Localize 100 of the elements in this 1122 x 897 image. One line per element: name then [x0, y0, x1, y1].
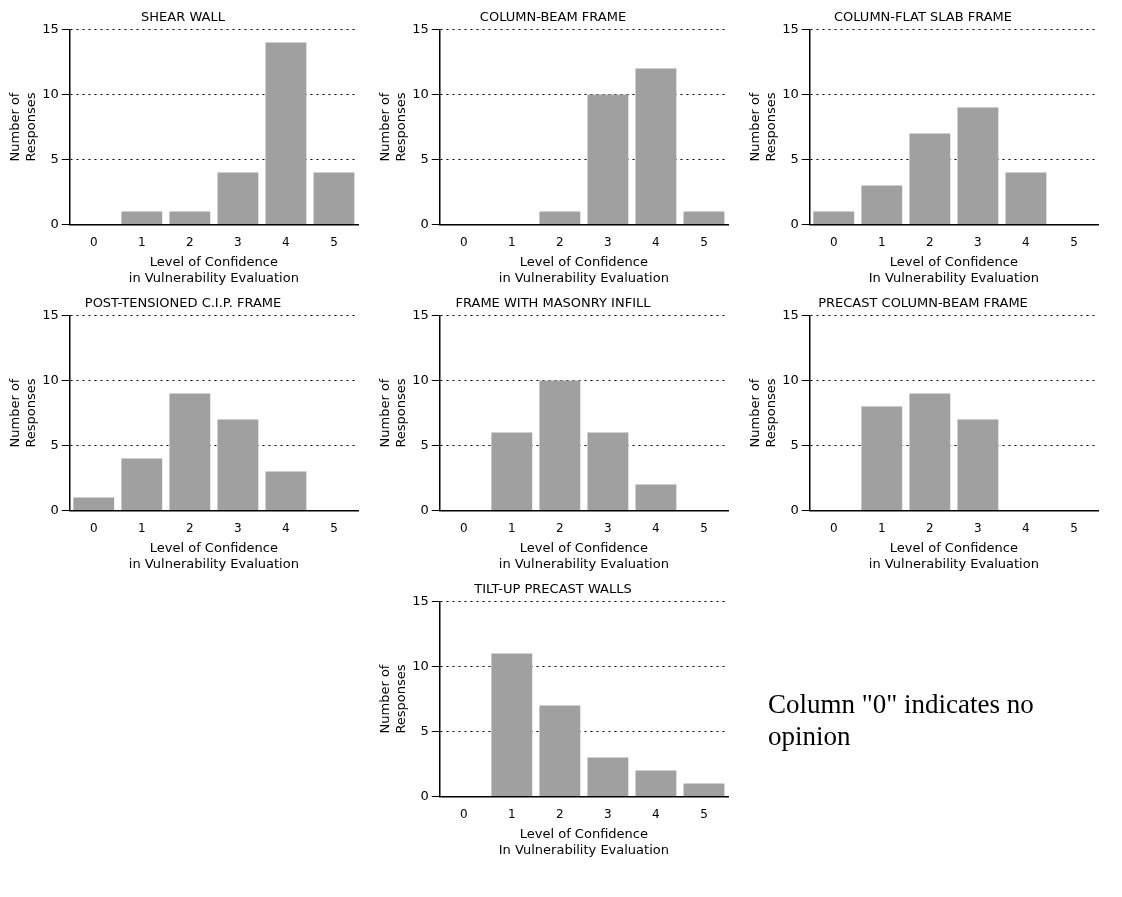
y-tick-label: 5 [50, 150, 59, 166]
x-tick-label: 3 [604, 520, 612, 535]
y-tick-label: 0 [50, 501, 59, 517]
y-axis-title: Number of Responses [377, 378, 408, 448]
y-axis-title: Number of Responses [7, 92, 38, 162]
y-tick-label: 15 [412, 20, 429, 36]
y-tick-label: 10 [412, 371, 429, 387]
bar [635, 770, 677, 796]
bar [265, 42, 307, 224]
x-tick-label: 4 [1022, 520, 1030, 535]
x-tick-label: 0 [89, 234, 98, 249]
x-axis-title: Level of Confidence in Vulnerability Evaluation [868, 539, 1039, 571]
x-tick-label: 5 [1070, 234, 1078, 249]
x-tick-label: 0 [829, 234, 838, 249]
y-tick-label: 0 [420, 215, 429, 231]
bar [217, 172, 259, 224]
x-tick-label: 3 [974, 234, 982, 249]
x-tick-label: 4 [652, 520, 660, 535]
x-tick-label: 5 [700, 806, 708, 821]
x-tick-label: 5 [330, 234, 338, 249]
y-tick-label: 10 [412, 657, 429, 673]
y-tick-label: 10 [42, 371, 59, 387]
bar [635, 484, 677, 510]
bar [861, 406, 903, 510]
bar [73, 497, 115, 510]
text: Column "0" indicates no opinion [768, 687, 1035, 753]
x-tick-label: 2 [186, 234, 194, 249]
bar [491, 653, 533, 796]
x-tick-label: 5 [700, 520, 708, 535]
x-tick-label: 2 [926, 234, 934, 249]
y-tick-label: 10 [782, 371, 799, 387]
x-tick-label: 3 [234, 234, 242, 249]
chart-title: SHEAR WALL [141, 9, 226, 25]
x-axis-title: Level of Confidence In Vulnerability Evaluation [868, 253, 1039, 285]
x-tick-label: 4 [282, 234, 290, 249]
x-tick-label: 3 [974, 520, 982, 535]
x-axis-title: Level of Confidence in Vulnerability Evaluation [498, 539, 669, 571]
x-tick-label: 5 [330, 520, 338, 535]
bar [587, 432, 629, 510]
chart-title: FRAME WITH MASONRY INFILL [455, 295, 652, 311]
y-tick-label: 0 [790, 215, 799, 231]
bar [539, 705, 581, 796]
x-tick-label: 1 [877, 520, 886, 535]
bar [909, 133, 951, 224]
x-axis-title: Level of Confidence in Vulnerability Evaluation [128, 253, 299, 285]
chart-title: POST-TENSIONED C.I.P. FRAME [84, 295, 282, 311]
bar [539, 211, 581, 224]
chart-title: COLUMN-BEAM FRAME [479, 9, 627, 25]
chart-title: TILT-UP PRECAST WALLS [473, 581, 632, 597]
x-tick-label: 0 [459, 234, 468, 249]
y-tick-label: 5 [790, 436, 799, 452]
y-tick-label: 0 [790, 501, 799, 517]
x-axis-title: Level of Confidence in Vulnerability Evaluation [498, 253, 669, 285]
x-tick-label: 1 [137, 520, 146, 535]
x-tick-label: 4 [652, 234, 660, 249]
x-tick-label: 1 [507, 234, 516, 249]
bar [313, 172, 355, 224]
y-tick-label: 0 [420, 501, 429, 517]
x-tick-label: 0 [89, 520, 98, 535]
x-tick-label: 2 [556, 806, 564, 821]
y-tick-label: 5 [790, 150, 799, 166]
y-tick-label: 5 [420, 150, 429, 166]
x-tick-label: 4 [652, 806, 660, 821]
x-axis-title: Level of Confidence In Vulnerability Evaluation [498, 825, 669, 857]
bar [587, 757, 629, 796]
x-tick-label: 1 [877, 234, 886, 249]
x-tick-label: 1 [507, 520, 516, 535]
x-tick-label: 1 [507, 806, 516, 821]
bar [683, 783, 725, 796]
bar [491, 432, 533, 510]
x-tick-label: 2 [926, 520, 934, 535]
bar [217, 419, 259, 510]
bar [539, 380, 581, 510]
bar [957, 419, 999, 510]
y-tick-label: 0 [420, 787, 429, 803]
x-tick-label: 3 [234, 520, 242, 535]
chart-title: COLUMN-FLAT SLAB FRAME [833, 9, 1013, 25]
bar [121, 458, 163, 510]
x-tick-label: 2 [556, 234, 564, 249]
x-tick-label: 5 [1070, 520, 1078, 535]
bar [909, 393, 951, 510]
bar [169, 211, 211, 224]
y-tick-label: 0 [50, 215, 59, 231]
bar [957, 107, 999, 224]
bar [861, 185, 903, 224]
chart-title: PRECAST COLUMN-BEAM FRAME [818, 295, 1028, 311]
x-tick-label: 0 [459, 806, 468, 821]
y-tick-label: 15 [782, 20, 799, 36]
y-tick-label: 10 [782, 85, 799, 101]
y-tick-label: 15 [782, 306, 799, 322]
x-tick-label: 2 [186, 520, 194, 535]
x-tick-label: 1 [137, 234, 146, 249]
y-axis-title: Number of Responses [747, 378, 778, 448]
x-tick-label: 3 [604, 806, 612, 821]
x-tick-label: 0 [829, 520, 838, 535]
x-tick-label: 2 [556, 520, 564, 535]
x-tick-label: 4 [282, 520, 290, 535]
y-tick-label: 15 [412, 592, 429, 608]
y-tick-label: 10 [412, 85, 429, 101]
x-axis-title: Level of Confidence in Vulnerability Evaluation [128, 539, 299, 571]
